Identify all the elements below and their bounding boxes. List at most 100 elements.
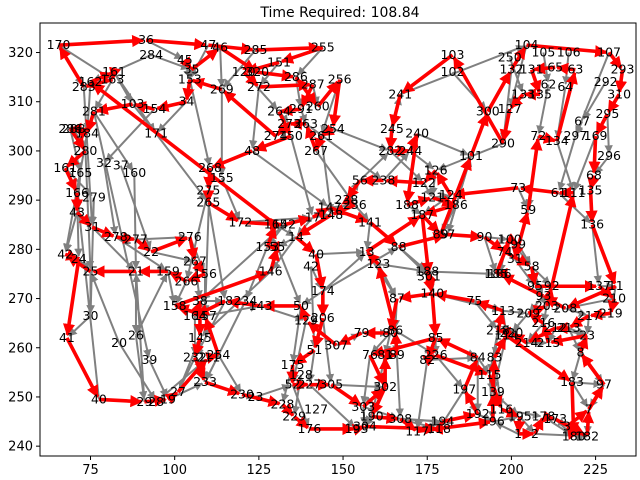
route-edge	[294, 76, 318, 106]
node-label: 233	[193, 374, 217, 389]
node-label: 238	[372, 172, 396, 187]
route-edge	[321, 124, 335, 137]
route-edge	[526, 43, 608, 58]
node-label: 276	[178, 229, 202, 244]
route-edge	[156, 99, 187, 112]
node-label: 266	[175, 273, 199, 288]
node-label: 261	[309, 128, 333, 143]
node-label: 132	[499, 62, 523, 77]
route-edge	[145, 37, 207, 51]
node-label: 31	[84, 219, 100, 234]
node-label: 304	[353, 418, 377, 433]
node-label: 142	[272, 217, 296, 232]
node-label: 218	[486, 323, 510, 338]
route-edge	[85, 77, 113, 90]
gray-edge	[434, 354, 464, 388]
route-edge	[569, 314, 590, 329]
route-edge	[500, 406, 520, 418]
node-label: 305	[319, 377, 343, 392]
route-edge	[492, 336, 507, 359]
route-edge	[595, 113, 609, 136]
route-edge	[399, 417, 417, 432]
route-edge	[585, 190, 598, 223]
node-label: 209	[516, 305, 540, 320]
y-tick-label: 240	[8, 440, 33, 455]
node-label: 232	[183, 350, 207, 365]
node-label: 286	[284, 69, 308, 84]
route-edge	[494, 241, 511, 275]
route-edge	[544, 295, 567, 310]
node-label: 193	[345, 421, 369, 436]
node-label: 216	[531, 315, 555, 330]
x-tick-label: 125	[246, 463, 271, 478]
gray-edge	[223, 49, 257, 88]
route-edge	[505, 333, 571, 382]
route-edge	[297, 213, 333, 237]
node-label: 100	[498, 232, 522, 247]
route-edge	[420, 213, 441, 234]
node-label: 293	[611, 62, 635, 77]
gray-edge	[118, 342, 156, 401]
route-edge	[435, 172, 453, 197]
route-edge	[168, 270, 188, 284]
node-label: 28	[148, 394, 164, 409]
route-edge	[191, 77, 223, 92]
node-label: 131	[520, 62, 544, 77]
node-label: 11	[608, 278, 624, 293]
route-edge	[311, 206, 329, 220]
node-label: 65	[547, 59, 563, 74]
node-label: 227	[297, 377, 321, 392]
route-edge	[133, 101, 155, 114]
node-label: 42	[57, 246, 73, 261]
route-edge	[452, 56, 505, 145]
route-edge	[614, 69, 628, 94]
x-tick-label: 150	[331, 463, 356, 478]
node-label: 123	[366, 256, 390, 271]
node-label: 164	[183, 308, 207, 323]
route-edge	[426, 337, 438, 359]
node-label: 280	[74, 143, 98, 158]
y-tick-label: 290	[8, 194, 33, 209]
node-label: 255	[311, 40, 335, 55]
gray-edge	[321, 318, 335, 383]
node-label: 48	[244, 143, 260, 158]
route-edge	[275, 122, 291, 137]
gray-edge	[84, 150, 95, 270]
gray-edge	[363, 222, 372, 250]
route-edge	[550, 194, 577, 287]
node-label: 297	[563, 128, 587, 143]
node-label: 40	[91, 391, 107, 406]
route-edge	[385, 175, 424, 188]
route-edge	[174, 270, 269, 308]
gray-edge	[359, 406, 369, 426]
node-label: 56	[352, 172, 368, 187]
gray-edge	[555, 140, 575, 191]
gray-edge	[332, 127, 389, 152]
node-label: 180	[562, 428, 586, 443]
route-edge	[567, 382, 580, 435]
route-edge	[406, 195, 431, 208]
node-label: 281	[82, 104, 106, 119]
gray-edge	[91, 226, 135, 271]
node-label: 20	[111, 335, 127, 350]
route-edge	[280, 45, 324, 64]
y-tick-label: 270	[8, 292, 33, 307]
node-label: 145	[188, 330, 212, 345]
node-label: 84	[470, 350, 486, 365]
node-label: 40	[308, 246, 324, 261]
node-label: 268	[198, 160, 222, 175]
node-label: 286	[58, 121, 82, 136]
node-label: 234	[233, 293, 257, 308]
node-label: 186	[488, 266, 512, 281]
node-label: 278	[104, 229, 128, 244]
gray-edge	[131, 173, 140, 270]
y-tick-label: 320	[8, 46, 33, 61]
node-label: 240	[405, 126, 429, 141]
route-edge	[422, 354, 436, 367]
route-edge	[452, 186, 519, 200]
route-edge	[364, 422, 438, 435]
node-label: 151	[267, 54, 291, 69]
route-edge	[211, 149, 253, 169]
route-edge	[205, 352, 219, 364]
route-edge	[469, 113, 489, 157]
